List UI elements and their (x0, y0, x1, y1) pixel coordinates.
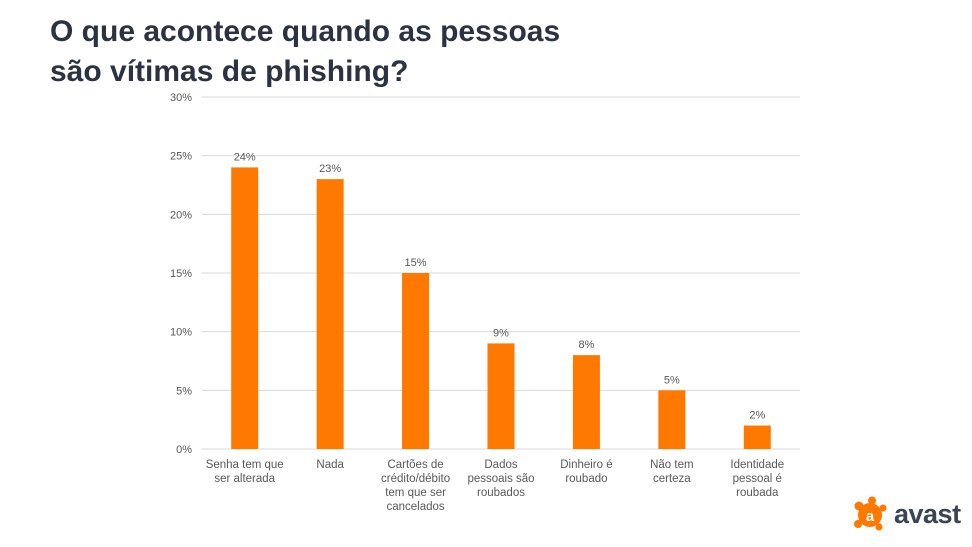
x-tick-label-line: pessoal é (733, 473, 782, 485)
x-tick-label-line: Não tem (650, 459, 693, 471)
x-tick-label: Senha tem que ser alterada (206, 459, 284, 485)
x-tick-label-line: crédito/débito (381, 473, 450, 485)
data-label: 8% (578, 339, 594, 351)
bar (572, 355, 600, 449)
x-tick-label-line: Nada (316, 459, 344, 471)
data-label: 5% (664, 374, 680, 386)
x-tick-label-line: Dinheiro é (560, 459, 612, 471)
data-label: 15% (405, 257, 427, 269)
data-label: 23% (319, 163, 341, 175)
chart-title: O que acontece quando as pessoas são vít… (50, 12, 560, 92)
y-tick-label: 10% (170, 327, 192, 339)
y-tick-label: 15% (170, 268, 192, 280)
x-tick-label-line: roubado (565, 473, 607, 485)
bar (316, 179, 344, 449)
svg-text:a: a (866, 508, 875, 525)
x-tick-label-line: certeza (653, 473, 691, 485)
bar (487, 343, 515, 449)
x-tick-label-line: cancelados (386, 501, 444, 513)
avast-logo-icon: a (854, 496, 887, 531)
x-tick-label-line: ser alterada (214, 473, 275, 485)
bar (231, 167, 259, 449)
x-tick-label-line: roubada (736, 487, 779, 499)
x-tick-label: Cartões de crédito/débito tem que ser cance… (381, 459, 450, 513)
y-tick-label: 0% (176, 444, 192, 456)
x-tick-label-line: roubados (477, 487, 525, 499)
x-tick-label: Dinheiro é roubado (560, 459, 612, 485)
x-tick-label-line: Dados (484, 459, 517, 471)
data-label: 2% (749, 410, 765, 422)
y-tick-label: 30% (170, 92, 192, 104)
x-tick-label: Dados pessoais são roubados (467, 459, 534, 499)
x-tick-label-line: pessoais são (467, 473, 534, 485)
x-tick-label-line: Senha tem que (206, 459, 284, 471)
x-tick-label-line: Identidade (730, 459, 784, 471)
y-tick-label: 20% (170, 209, 192, 221)
x-tick-label: Nada (316, 459, 344, 471)
chart-title-line-1: O que acontece quando as pessoas (50, 15, 561, 48)
y-tick-label: 5% (176, 385, 192, 397)
bar (402, 273, 430, 449)
x-tick-label: Não tem certeza (650, 459, 693, 485)
bar (743, 425, 771, 449)
chart-title-line-2: são vítimas de phishing? (50, 55, 409, 88)
data-label: 9% (493, 327, 509, 339)
y-tick-label: 25% (170, 151, 192, 163)
x-tick-label: Identidade pessoal é roubada (730, 459, 784, 499)
bar (658, 390, 686, 449)
x-tick-label-line: Cartões de (387, 459, 443, 471)
data-label: 24% (234, 151, 256, 163)
x-tick-label-line: tem que ser (385, 487, 446, 499)
brand-wordmark: avast (894, 499, 961, 529)
